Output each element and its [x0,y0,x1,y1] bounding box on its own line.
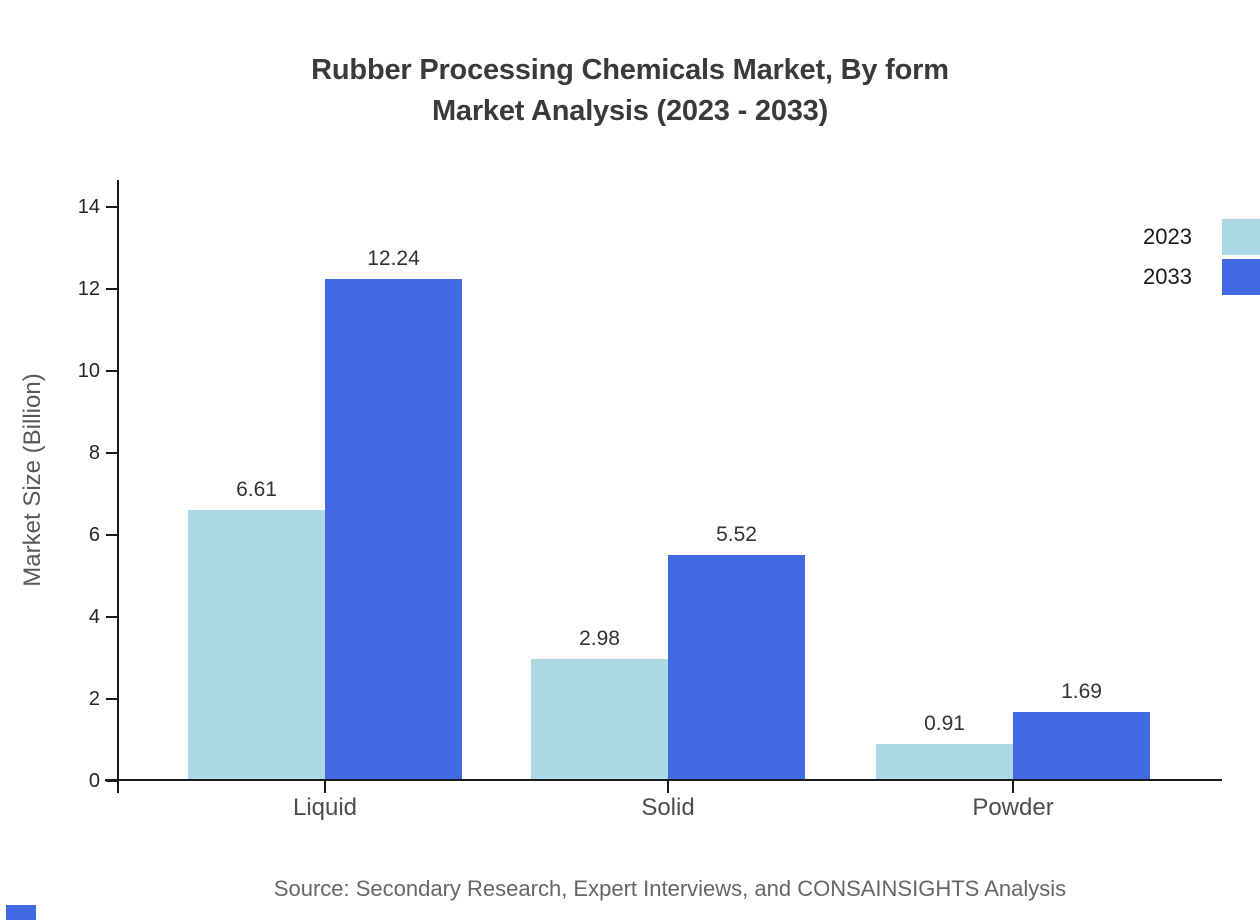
value-label-2023-liquid: 6.61 [236,478,277,501]
legend-label-2023: 2023 [1143,224,1192,249]
bar-2023-powder [876,744,1013,781]
y-tick-mark [106,370,118,372]
brand-mark [6,905,36,920]
y-tick-label: 10 [77,360,100,382]
y-tick-label: 12 [77,278,100,300]
bar-2023-liquid [188,510,325,781]
legend-entry-2033: 2033 [1143,259,1260,295]
y-tick-label: 4 [88,606,100,628]
y-tick-mark [106,698,118,700]
value-label-2023-solid: 2.98 [579,627,620,650]
value-label-2033-liquid: 12.24 [367,247,420,270]
x-tick-mark [1012,780,1014,793]
y-axis-spine [117,180,119,793]
y-tick-mark [106,288,118,290]
y-tick-label: 6 [88,524,100,546]
chart-title-line-1: Rubber Processing Chemicals Market, By f… [311,54,949,86]
legend-swatch-2033 [1222,259,1260,295]
chart-title-line-2: Market Analysis (2023 - 2033) [431,95,829,127]
chart-title: Rubber Processing Chemicals Market, By f… [0,50,1260,132]
y-tick-mark [106,206,118,208]
value-label-2023-powder: 0.91 [924,712,965,735]
value-label-2033-powder: 1.69 [1061,680,1102,703]
y-tick-mark [106,780,118,782]
bar-2033-powder [1013,712,1150,781]
y-tick-label: 0 [88,770,100,792]
bar-2033-liquid [325,279,462,781]
x-axis-spine [105,779,1222,781]
y-tick-label: 14 [77,196,100,218]
category-label-liquid: Liquid [292,794,358,821]
legend-entry-2023: 2023 [1143,219,1260,255]
legend-swatch-2023 [1222,219,1260,255]
x-tick-mark [324,780,326,793]
y-tick-label: 2 [88,688,100,710]
bar-2023-solid [531,659,668,781]
bar-2033-solid [668,555,805,781]
value-label-2033-solid: 5.52 [716,523,757,546]
category-label-solid: Solid [641,794,695,821]
y-tick-mark [106,452,118,454]
source-note: Source: Secondary Research, Expert Inter… [273,876,1067,901]
y-tick-mark [106,534,118,536]
legend-label-2033: 2033 [1143,264,1192,289]
y-tick-mark [106,616,118,618]
x-tick-mark [667,780,669,793]
y-tick-label: 8 [88,442,100,464]
category-label-powder: Powder [972,794,1054,821]
